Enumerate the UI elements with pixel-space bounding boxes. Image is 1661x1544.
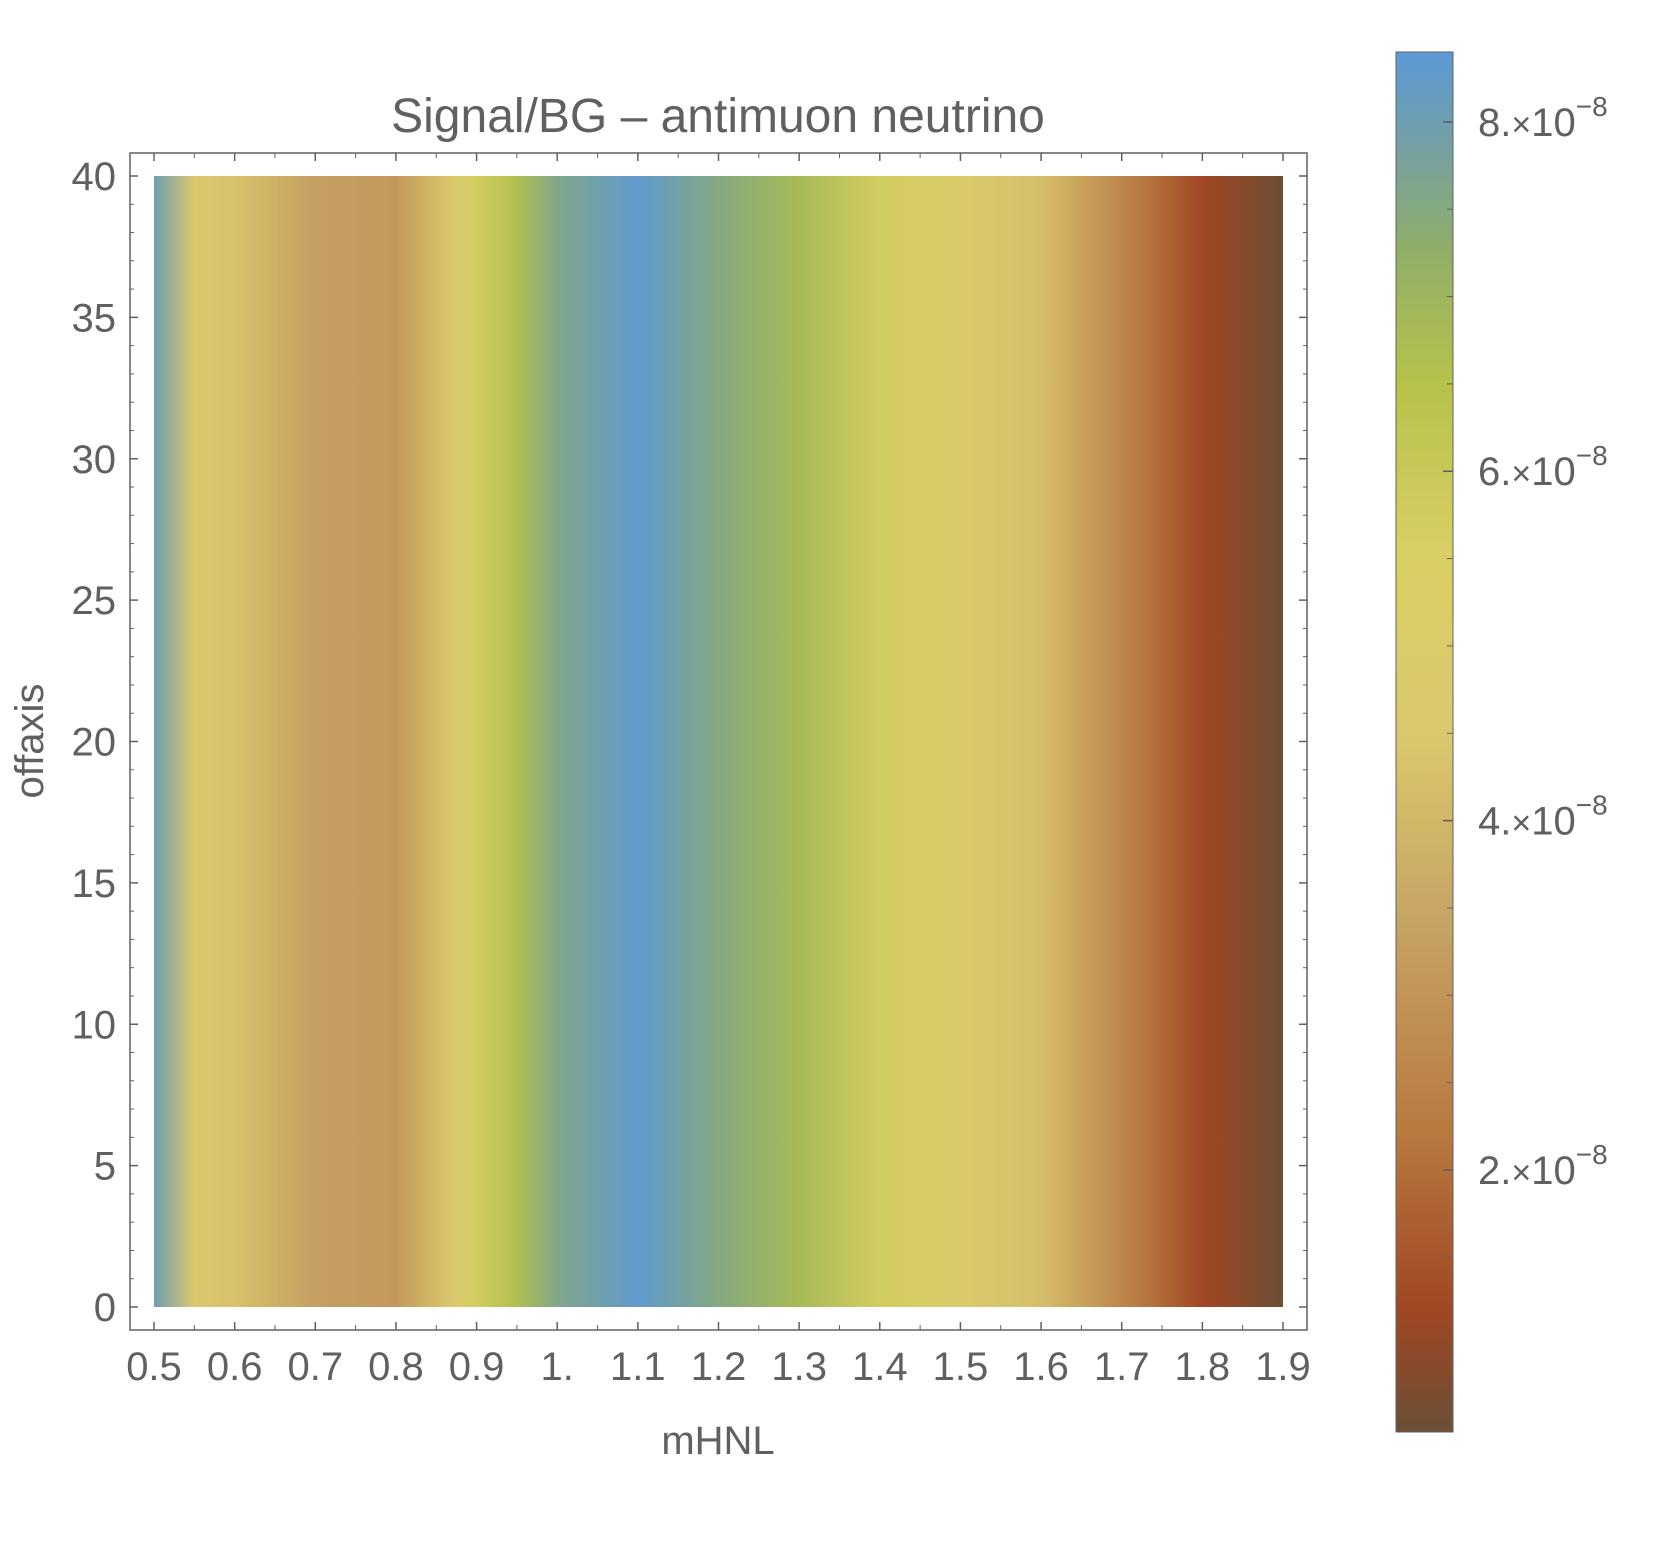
y-tick-label: 10 bbox=[72, 1003, 117, 1047]
x-tick-label: 1.3 bbox=[771, 1345, 827, 1389]
colorbar-tick-label: 6.×10−8 bbox=[1478, 440, 1608, 494]
y-tick-label: 0 bbox=[94, 1286, 116, 1330]
x-tick-label: 1.1 bbox=[610, 1345, 666, 1389]
y-tick-label: 5 bbox=[94, 1145, 116, 1189]
x-tick-label: 1. bbox=[541, 1345, 574, 1389]
colorbar-tick-exponent: −8 bbox=[1576, 440, 1608, 471]
x-tick-label: 0.7 bbox=[287, 1345, 343, 1389]
colorbar-tick-label: 2.×10−8 bbox=[1478, 1139, 1608, 1193]
x-tick-label: 0.6 bbox=[207, 1345, 263, 1389]
colorbar-tick-mantissa: 6. bbox=[1478, 450, 1511, 494]
x-tick-label: 0.5 bbox=[126, 1345, 182, 1389]
x-tick-label: 0.9 bbox=[449, 1345, 505, 1389]
colorbar-tick-times: × bbox=[1511, 455, 1531, 493]
x-axis-label: mHNL bbox=[661, 1419, 774, 1463]
x-tick-label: 1.5 bbox=[933, 1345, 989, 1389]
y-tick-label: 40 bbox=[72, 155, 117, 199]
x-tick-label: 1.2 bbox=[691, 1345, 747, 1389]
x-tick-label: 1.7 bbox=[1094, 1345, 1150, 1389]
colorbar-tick-exponent: −8 bbox=[1576, 91, 1608, 122]
colorbar-tick-times: × bbox=[1511, 106, 1531, 144]
y-axis-label: offaxis bbox=[8, 684, 52, 799]
colorbar-ticks: 2.×10−84.×10−86.×10−88.×10−8 bbox=[1443, 91, 1608, 1433]
colorbar-tick-mantissa: 2. bbox=[1478, 1149, 1511, 1193]
x-tick-label: 0.8 bbox=[368, 1345, 424, 1389]
y-tick-label: 25 bbox=[72, 579, 117, 623]
y-tick-label: 20 bbox=[72, 721, 117, 765]
colorbar-tick-base: 10 bbox=[1531, 450, 1576, 494]
colorbar-tick-label: 4.×10−8 bbox=[1478, 790, 1608, 844]
colorbar-tick-base: 10 bbox=[1531, 800, 1576, 844]
colorbar-tick-label: 8.×10−8 bbox=[1478, 91, 1608, 145]
colorbar-tick-mantissa: 4. bbox=[1478, 800, 1511, 844]
x-tick-label: 1.6 bbox=[1013, 1345, 1069, 1389]
y-axis-ticks: 0 5 10 15 20 25 30 35 40 bbox=[72, 155, 1307, 1330]
colorbar-tick-times: × bbox=[1511, 805, 1531, 843]
chart-title: Signal/BG – antimuon neutrino bbox=[391, 90, 1045, 143]
x-tick-label: 1.4 bbox=[852, 1345, 908, 1389]
y-tick-label: 35 bbox=[72, 296, 117, 340]
colorbar-tick-base: 10 bbox=[1531, 1149, 1576, 1193]
x-tick-label: 1.9 bbox=[1255, 1345, 1311, 1389]
colorbar-tick-exponent: −8 bbox=[1576, 1139, 1608, 1170]
x-axis-ticks: 0.5 0.6 0.7 0.8 0.9 1. 1.1 1.2 1.3 1.4 1.5 1.6 1.7 1.… bbox=[126, 153, 1311, 1389]
x-tick-label: 1.8 bbox=[1175, 1345, 1231, 1389]
heatmap-field bbox=[154, 176, 1283, 1307]
colorbar-tick-times: × bbox=[1511, 1154, 1531, 1192]
colorbar-tick-exponent: −8 bbox=[1576, 790, 1608, 821]
y-tick-label: 15 bbox=[72, 862, 117, 906]
colorbar bbox=[1395, 51, 1454, 1433]
colorbar-tick-base: 10 bbox=[1531, 101, 1576, 145]
y-tick-label: 30 bbox=[72, 438, 117, 482]
colorbar-tick-mantissa: 8. bbox=[1478, 101, 1511, 145]
